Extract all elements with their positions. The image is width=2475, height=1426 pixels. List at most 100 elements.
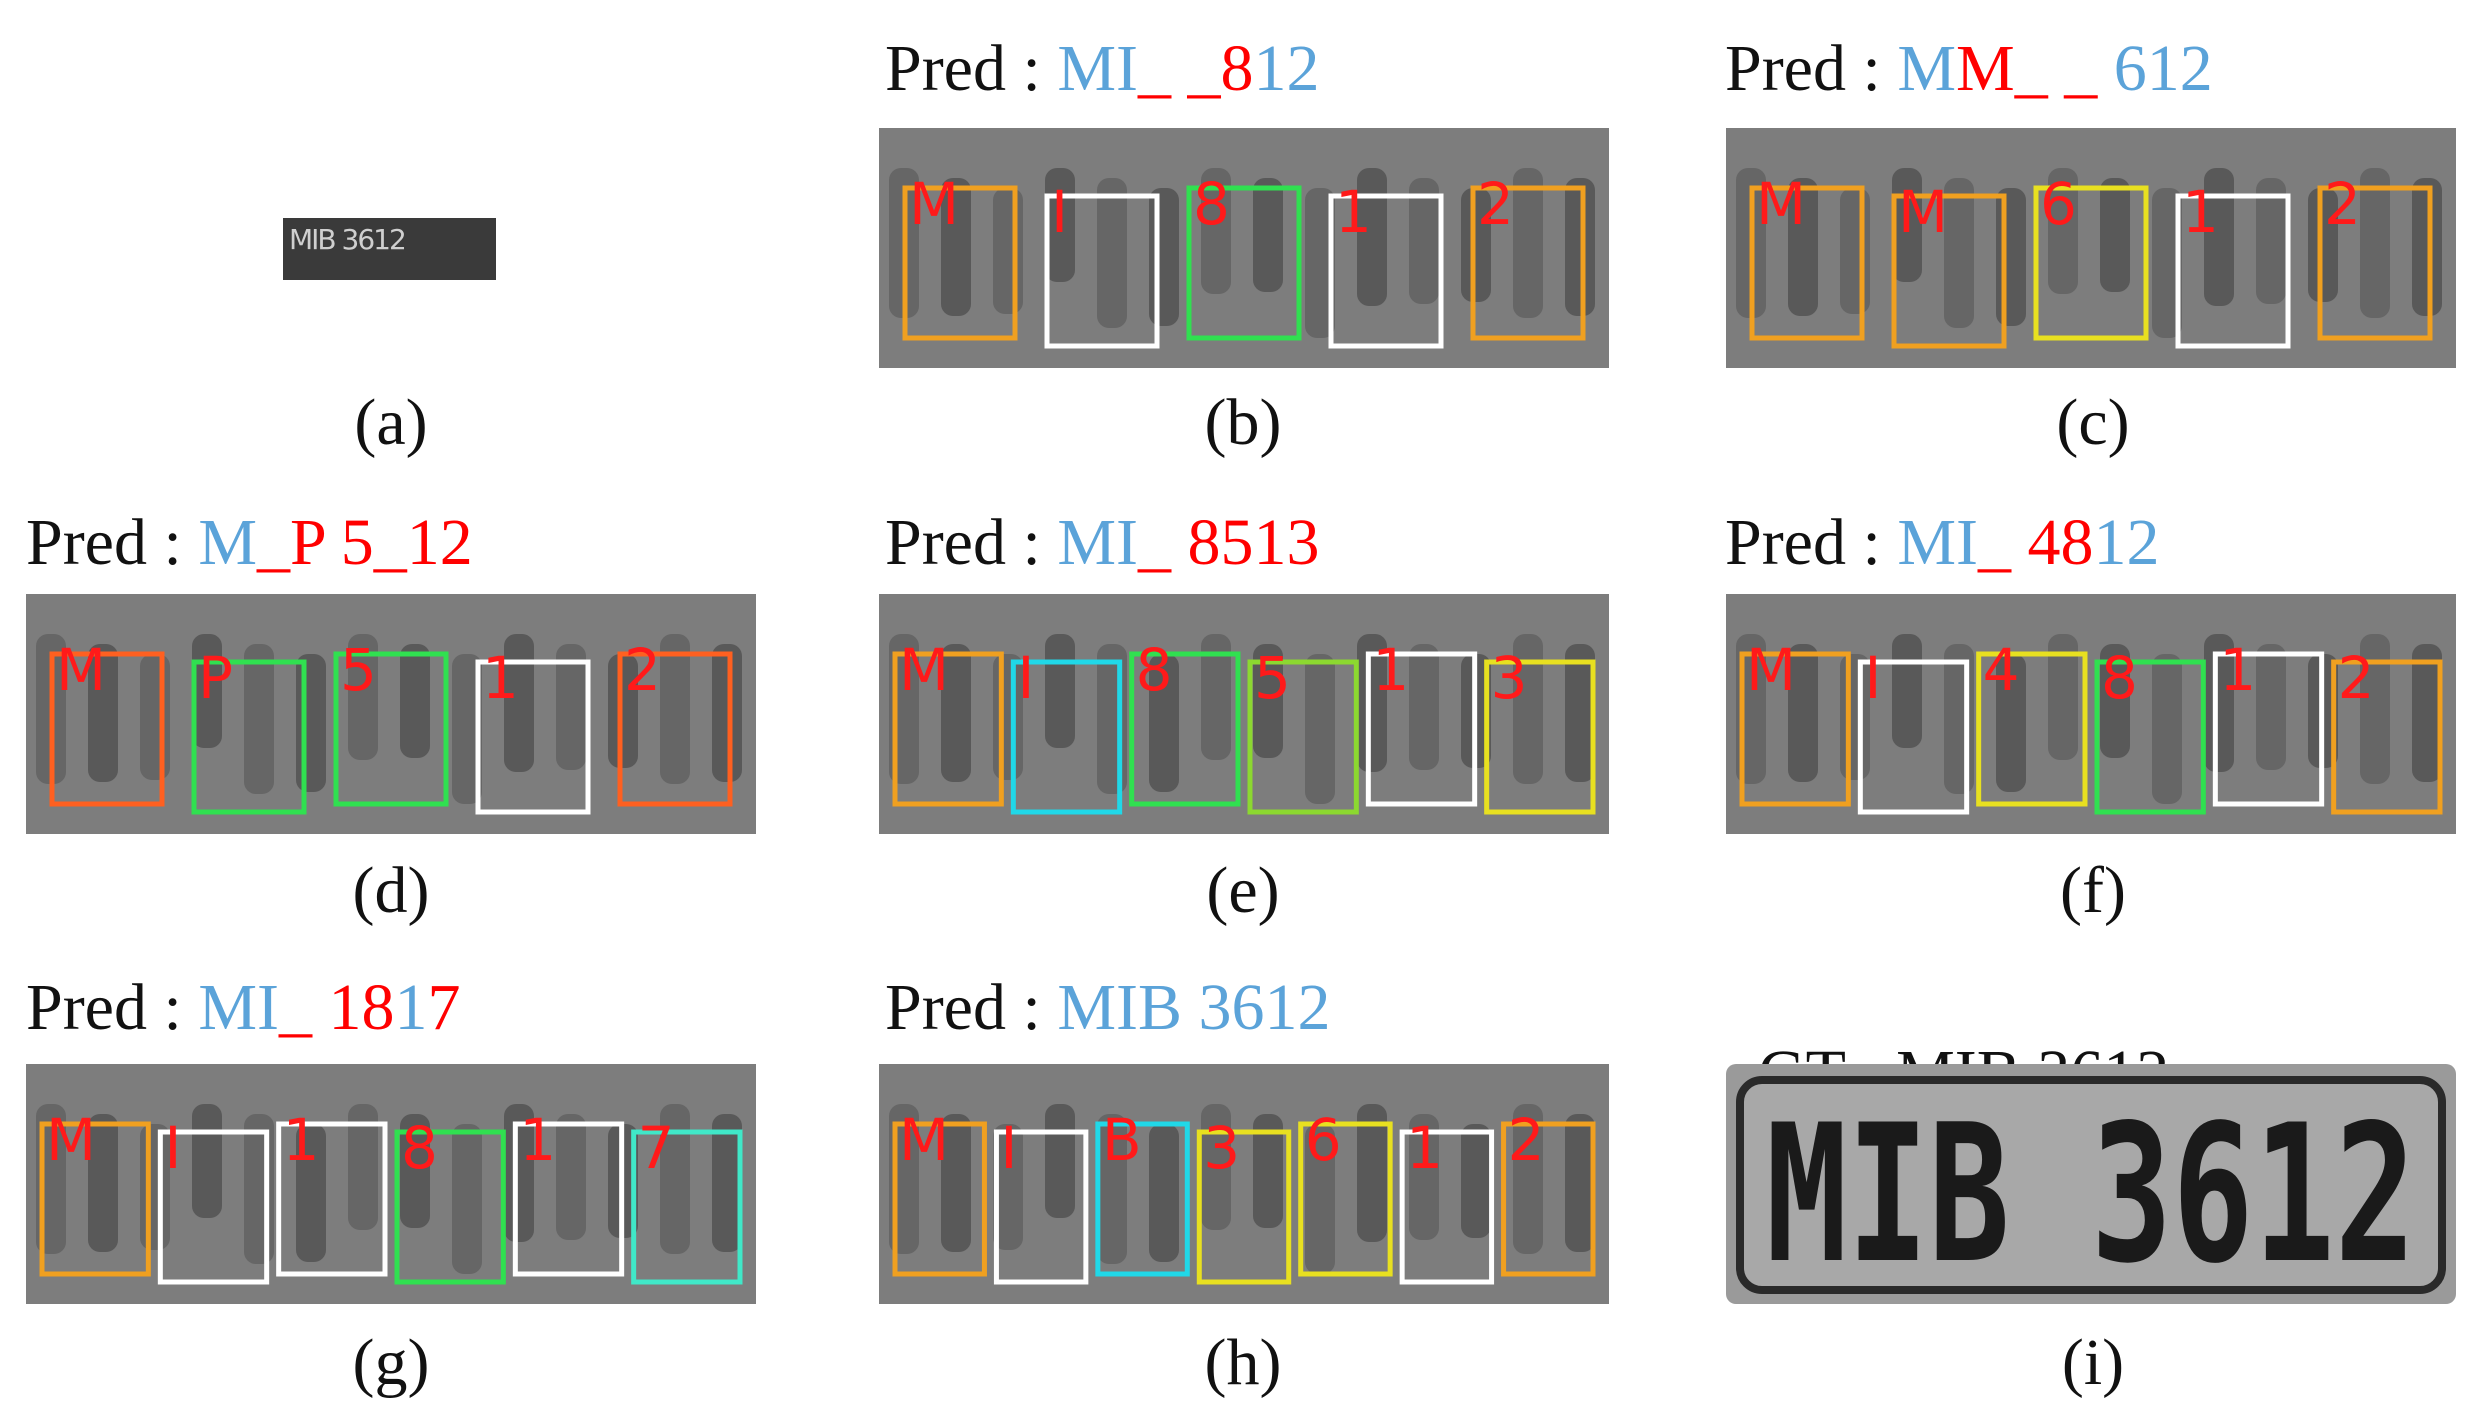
caption-a: (a) bbox=[354, 386, 428, 459]
char-box bbox=[1501, 1121, 1596, 1277]
char-box bbox=[475, 659, 591, 815]
char-box bbox=[1129, 651, 1241, 807]
char-label: 1 bbox=[2182, 178, 2219, 246]
char-box bbox=[157, 1129, 270, 1285]
prediction-label-c: Pred : MM_ _ 612 bbox=[1725, 36, 2213, 102]
char-label: 2 bbox=[1477, 170, 1514, 238]
char-box bbox=[1186, 185, 1302, 341]
plate-texture bbox=[993, 1124, 1023, 1250]
plate-texture bbox=[1357, 168, 1387, 306]
plate-graphic: M P 5 1 2 bbox=[36, 634, 742, 815]
plate-texture bbox=[1305, 654, 1335, 804]
char-label: 7 bbox=[638, 1114, 675, 1182]
pred-segment-correct: M bbox=[198, 506, 258, 579]
pred-prefix: Pred : bbox=[885, 32, 1058, 105]
prediction-label-e: Pred : MI_ 8513 bbox=[885, 510, 1320, 576]
plate-texture bbox=[1788, 644, 1818, 782]
plate-texture bbox=[1409, 178, 1439, 304]
plate-texture bbox=[1201, 1104, 1231, 1230]
plate-texture bbox=[1149, 188, 1179, 326]
plate-texture bbox=[244, 1114, 274, 1264]
plate-texture bbox=[504, 1104, 534, 1242]
char-box bbox=[2094, 659, 2206, 815]
pred-segment-correct: 1 bbox=[394, 971, 428, 1044]
char-label: 1 bbox=[482, 644, 519, 712]
sr-plate-d: M P 5 1 2 bbox=[26, 594, 756, 834]
plate-texture bbox=[2048, 634, 2078, 760]
plate-texture bbox=[1788, 178, 1818, 316]
plate-texture bbox=[1892, 634, 1922, 748]
char-box bbox=[1365, 651, 1478, 807]
char-box bbox=[1739, 651, 1851, 807]
plate-texture bbox=[2256, 644, 2286, 770]
char-box bbox=[1095, 1121, 1190, 1277]
plate-texture bbox=[1253, 644, 1283, 758]
plate-texture bbox=[1045, 634, 1075, 748]
plate-texture bbox=[400, 1114, 430, 1228]
char-label: 5 bbox=[1254, 644, 1291, 712]
plate-texture bbox=[2204, 168, 2234, 306]
char-box bbox=[1196, 1129, 1292, 1285]
char-label: I bbox=[1051, 178, 1068, 246]
plate-texture bbox=[140, 654, 170, 780]
plate-texture bbox=[1565, 178, 1595, 316]
char-label: M bbox=[1898, 178, 1948, 246]
plate-texture bbox=[2100, 644, 2130, 758]
plate-texture bbox=[1944, 644, 1974, 794]
char-box bbox=[892, 651, 1004, 807]
pred-segment-correct: MIB 3612 bbox=[1057, 971, 1331, 1044]
char-box bbox=[1298, 1121, 1393, 1277]
pred-prefix: Pred : bbox=[1725, 32, 1898, 105]
plate-texture bbox=[1513, 634, 1543, 784]
plate-texture bbox=[2204, 634, 2234, 772]
plate-texture bbox=[296, 1124, 326, 1262]
sr-plate-b: M I 8 1 2 bbox=[879, 128, 1609, 368]
caption-e: (e) bbox=[1206, 854, 1280, 927]
plate-texture bbox=[1996, 188, 2026, 326]
char-box bbox=[333, 651, 449, 807]
char-box bbox=[394, 1129, 506, 1285]
pred-segment-correct: MI bbox=[198, 971, 279, 1044]
plate-texture bbox=[296, 654, 326, 792]
sr-plate-c: M M 6 1 2 bbox=[1726, 128, 2456, 368]
char-label: 6 bbox=[1305, 1106, 1342, 1174]
plate-texture bbox=[2308, 188, 2338, 302]
char-label: 1 bbox=[283, 1106, 320, 1174]
plate-texture bbox=[88, 1114, 118, 1252]
char-label: I bbox=[1000, 1114, 1017, 1182]
plate-texture bbox=[1097, 1114, 1127, 1264]
plate-texture bbox=[1461, 188, 1491, 302]
pred-segment-correct: 12 bbox=[1253, 32, 1320, 105]
plate-texture bbox=[504, 634, 534, 772]
char-label: 2 bbox=[1508, 1106, 1545, 1174]
char-box bbox=[1328, 193, 1444, 349]
plate-texture bbox=[2048, 168, 2078, 294]
char-label: 1 bbox=[1406, 1114, 1443, 1182]
char-label: M bbox=[46, 1106, 96, 1174]
char-box bbox=[1247, 659, 1359, 815]
prediction-label-g: Pred : MI_ 1817 bbox=[26, 975, 461, 1041]
pred-segment-correct: MI bbox=[1057, 506, 1138, 579]
char-box bbox=[2212, 651, 2325, 807]
plate-texture bbox=[88, 644, 118, 782]
plate-texture bbox=[1996, 654, 2026, 792]
char-box bbox=[1857, 659, 1970, 815]
prediction-label-d: Pred : M_P 5_12 bbox=[26, 510, 473, 576]
char-label: 5 bbox=[340, 636, 377, 704]
char-label: M bbox=[899, 1106, 949, 1174]
plate-texture bbox=[2152, 188, 2182, 338]
plate-texture bbox=[348, 1104, 378, 1230]
plate-texture bbox=[941, 1114, 971, 1252]
plate-texture bbox=[1201, 168, 1231, 294]
pred-segment-correct: 12 bbox=[2093, 506, 2160, 579]
plate-texture bbox=[2360, 168, 2390, 318]
plate-texture bbox=[2412, 178, 2442, 316]
plate-texture bbox=[660, 634, 690, 784]
char-box bbox=[1976, 651, 2088, 807]
char-box bbox=[892, 1121, 987, 1277]
